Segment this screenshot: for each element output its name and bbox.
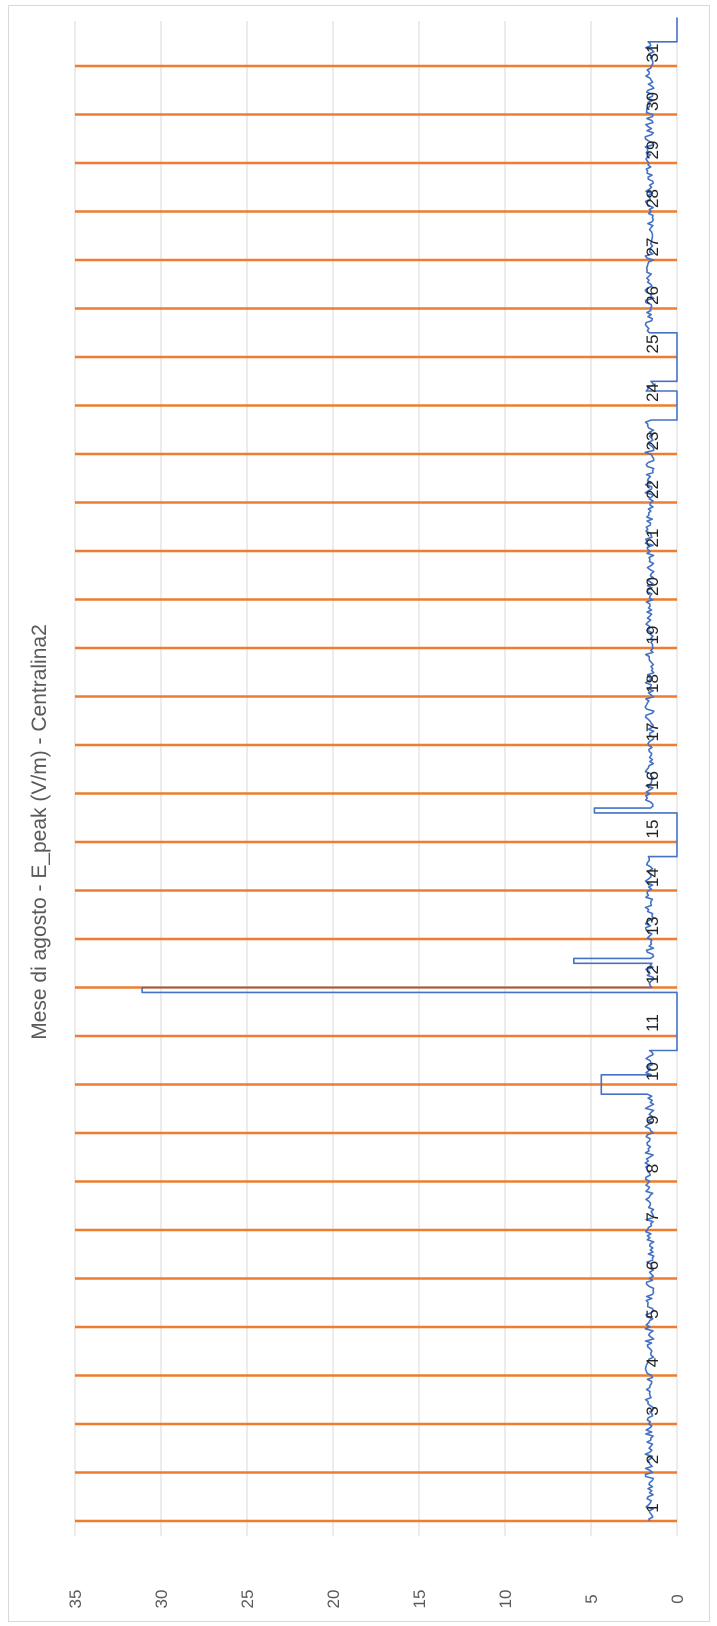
chart-frame: 1 2 3 4 5 6 7 8 9 10 11 12 13 14 15 16 17 18 19 20 21 22 23 24 2… [8,5,710,1622]
day-label-9: 9 [643,1115,662,1124]
day-label-25: 25 [643,335,662,354]
day-label-1: 1 [643,1503,662,1512]
day-label-6: 6 [643,1261,662,1270]
day-label-10: 10 [643,1062,662,1081]
value-tick-30: 30 [152,1590,171,1609]
day-label-19: 19 [643,626,662,645]
day-label-13: 13 [643,917,662,936]
value-tick-20: 20 [324,1590,343,1609]
series-line-0 [141,17,678,1522]
chart-title: Mese di agosto - E_peak (V/m) - Centrali… [28,624,51,1040]
day-label-7: 7 [643,1212,662,1221]
day-label-8: 8 [643,1164,662,1173]
day-label-30: 30 [643,92,662,111]
day-label-17: 17 [643,723,662,742]
value-tick-5: 5 [582,1594,601,1603]
day-label-12: 12 [643,965,662,984]
day-label-20: 20 [643,577,662,596]
value-tick-35: 35 [66,1590,85,1609]
day-label-22: 22 [643,480,662,499]
grid-layer [74,21,678,1536]
value-tick-10: 10 [496,1590,515,1609]
day-label-29: 29 [643,141,662,160]
day-label-11: 11 [643,1014,662,1032]
day-label-18: 18 [643,674,662,693]
day-label-26: 26 [643,286,662,305]
day-label-27: 27 [643,238,662,257]
value-tick-15: 15 [410,1590,429,1609]
value-tick-25: 25 [238,1590,257,1609]
day-label-3: 3 [643,1406,662,1415]
value-tick-0: 0 [668,1594,687,1603]
chart-svg: 1234567891011121314151617181920212223242… [28,17,687,1609]
day-label-16: 16 [643,771,662,790]
day-label-14: 14 [643,868,662,887]
day-label-2: 2 [643,1455,662,1464]
series-layer [141,17,678,1522]
day-label-layer: 1234567891011121314151617181920212223242… [643,44,662,1513]
day-label-31: 31 [643,44,662,63]
day-label-5: 5 [643,1309,662,1318]
day-label-24: 24 [643,383,662,402]
day-label-23: 23 [643,432,662,451]
day-label-15: 15 [643,820,662,839]
day-label-21: 21 [643,529,662,548]
day-separator-layer [75,64,677,1523]
day-label-4: 4 [643,1358,662,1367]
value-tick-layer: 0 5 10 15 20 25 30 35 [66,1590,687,1609]
day-label-28: 28 [643,189,662,208]
